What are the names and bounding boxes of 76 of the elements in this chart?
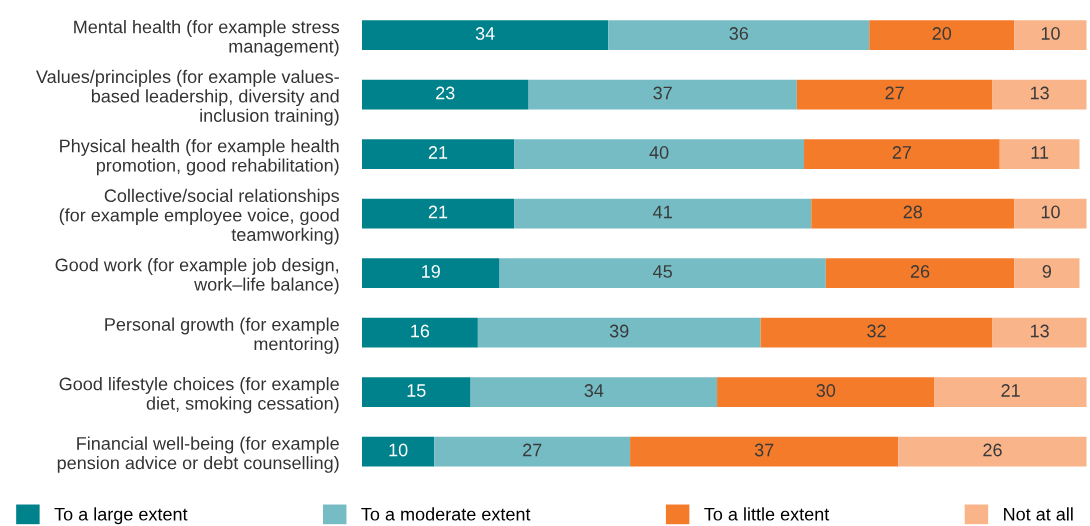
bar xyxy=(804,139,1000,169)
bar xyxy=(361,139,515,169)
data-label: 34 xyxy=(584,384,604,397)
bar xyxy=(760,317,993,348)
data-label: 11 xyxy=(1031,146,1049,159)
bar xyxy=(717,377,935,407)
legend-label: Not at all xyxy=(1004,507,1073,521)
data-label: 16 xyxy=(411,324,430,338)
bar xyxy=(361,377,471,407)
bar xyxy=(992,79,1087,110)
data-label: 10 xyxy=(1041,205,1060,219)
data-label: 21 xyxy=(428,205,448,219)
data-label: 34 xyxy=(475,27,495,40)
data-label: 37 xyxy=(653,86,672,100)
data-label: 37 xyxy=(754,443,774,457)
y-tick-label: Values/principles (for example values- based leadership, diversity and inclusion training) xyxy=(36,69,339,126)
data-label: 13 xyxy=(1030,324,1049,338)
bar xyxy=(470,377,718,407)
bar xyxy=(477,317,761,348)
bar xyxy=(361,258,500,288)
data-label: 41 xyxy=(653,205,672,219)
legend-label: To a little extent xyxy=(704,507,830,521)
data-label: 21 xyxy=(428,146,448,159)
bar xyxy=(499,258,826,288)
bar xyxy=(796,79,993,110)
data-label: 9 xyxy=(1042,265,1052,278)
y-tick-label: Personal growth (for example mentoring) xyxy=(105,317,339,354)
bar xyxy=(811,198,1015,229)
bar xyxy=(999,139,1080,169)
data-label: 28 xyxy=(903,205,923,219)
data-label: 20 xyxy=(932,27,952,40)
data-label: 27 xyxy=(523,443,542,457)
data-label: 10 xyxy=(1041,27,1060,40)
bar xyxy=(825,258,1015,288)
bar xyxy=(361,198,515,229)
bar xyxy=(869,20,1015,50)
y-tick-label: Mental health (for example stress management) xyxy=(74,20,340,57)
bar xyxy=(934,377,1087,407)
y-tick-label: Good work (for example job design, work–life balance) xyxy=(55,258,339,295)
bar xyxy=(361,79,529,110)
bar xyxy=(1014,20,1087,50)
data-label: 39 xyxy=(609,324,629,338)
data-label: 40 xyxy=(649,146,669,159)
bar xyxy=(514,198,812,229)
bar xyxy=(361,436,435,467)
data-label: 32 xyxy=(867,324,886,338)
bar xyxy=(361,317,478,348)
bar xyxy=(528,79,797,110)
data-label: 15 xyxy=(407,384,426,397)
legend-label: To a moderate extent xyxy=(361,507,531,521)
bar xyxy=(1014,198,1087,229)
y-tick-label: Financial well-being (for example pension advice or debt counselling) xyxy=(57,436,339,473)
bar xyxy=(434,436,631,467)
data-label: 45 xyxy=(653,265,672,278)
bar xyxy=(898,436,1087,467)
data-label: 30 xyxy=(816,384,836,397)
bar xyxy=(361,20,609,50)
bar xyxy=(1014,258,1080,288)
bar xyxy=(630,436,899,467)
y-tick-label: Good lifestyle choices (for example diet, smoking cessation) xyxy=(59,377,339,414)
y-tick-label: Physical health (for example health promotion, good rehabilitation) xyxy=(60,139,339,176)
data-label: 27 xyxy=(892,146,912,159)
bar xyxy=(514,139,805,169)
bar xyxy=(608,20,870,50)
legend-label: To a large extent xyxy=(54,507,188,525)
data-label: 19 xyxy=(422,265,440,278)
data-label: 10 xyxy=(389,443,408,457)
data-label: 13 xyxy=(1030,86,1049,100)
data-label: 27 xyxy=(885,86,904,100)
data-label: 23 xyxy=(436,86,455,100)
data-label: 26 xyxy=(983,443,1002,457)
bar xyxy=(992,317,1087,348)
data-label: 36 xyxy=(729,27,749,40)
data-label: 21 xyxy=(1001,384,1020,397)
y-tick-label: Collective/social relationships (for example employee voice, good teamworking) xyxy=(59,188,340,245)
data-label: 26 xyxy=(910,265,930,278)
